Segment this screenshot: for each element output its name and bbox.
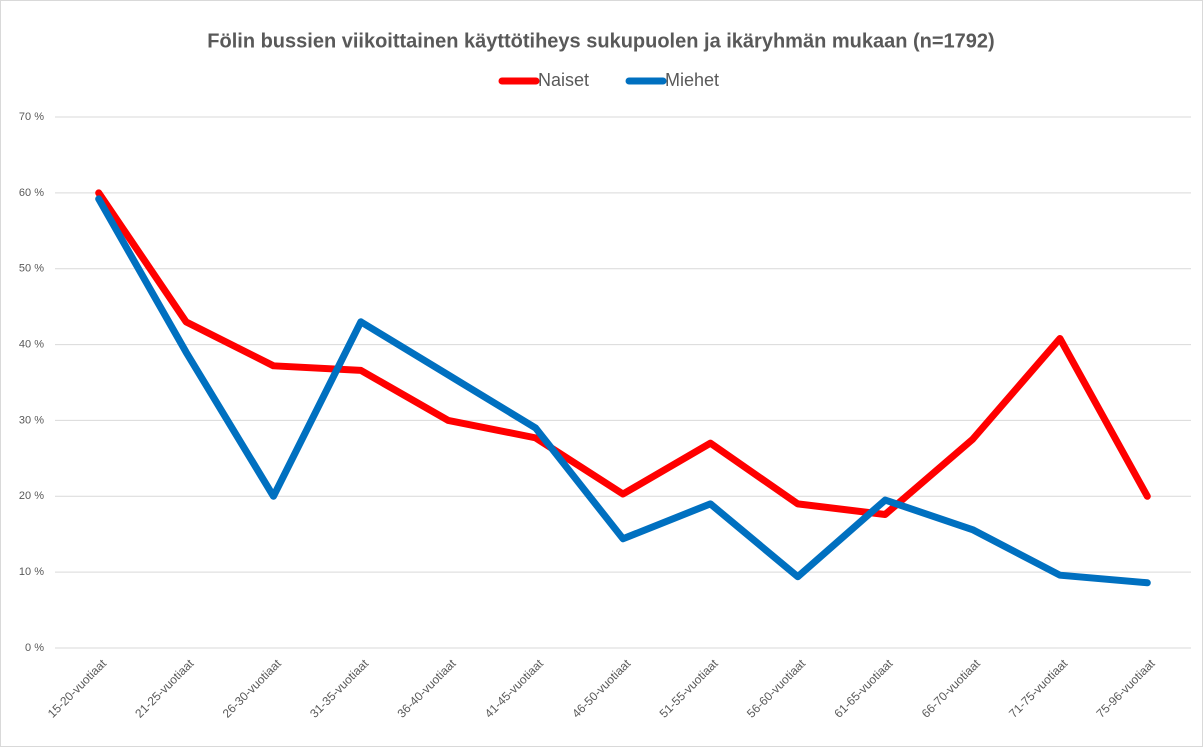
y-tick-label: 60 %	[19, 187, 44, 199]
data-line	[95, 189, 1151, 518]
legend-label: Miehet	[665, 70, 719, 90]
legend-label: Naiset	[538, 70, 589, 90]
y-tick-label: 50 %	[19, 263, 44, 275]
y-tick-label: 30 %	[19, 414, 44, 426]
data-line	[95, 195, 1151, 587]
y-tick-label: 40 %	[19, 338, 44, 350]
y-tick-label: 0 %	[25, 642, 44, 654]
chart-title: Fölin bussien viikoittainen käyttötiheys…	[207, 30, 994, 52]
y-tick-label: 70 %	[19, 111, 44, 123]
y-tick-label: 20 %	[19, 490, 44, 502]
y-tick-label: 10 %	[19, 566, 44, 578]
